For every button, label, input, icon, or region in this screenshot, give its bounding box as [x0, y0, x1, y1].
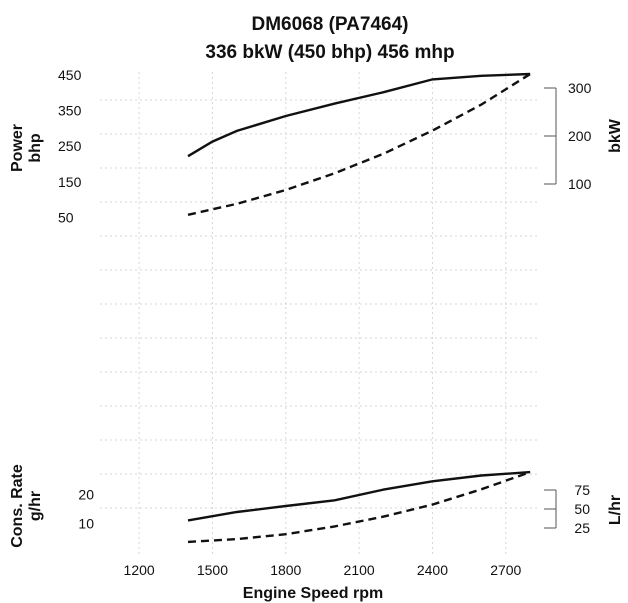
- marks-layer: 50 150 250 350 450 Powerbhp 100 200 300 bkW 10 20 Co…: [9, 67, 624, 578]
- x-tick-label: 2400: [417, 562, 448, 578]
- power-y2-axis-title: bkW: [607, 118, 624, 153]
- chart-subtitle: 336 bkW (450 bhp) 456 mhp: [205, 42, 454, 63]
- x-tick-label: 1200: [124, 562, 155, 578]
- power-y2-tick-label: 100: [568, 176, 592, 192]
- fuel-y-axis-title-line: Cons. Rate: [9, 464, 26, 548]
- power-y-axis-title-line: Power: [9, 124, 26, 172]
- power-y2-tick-label: 300: [568, 80, 592, 96]
- fuel-y2-tick-label: 25: [574, 520, 590, 536]
- fuel-y2-tick-label: 75: [574, 482, 590, 498]
- fuel-y-tick-label: 20: [78, 487, 94, 503]
- grid-layer: [100, 72, 540, 555]
- power-solid-curve: [187, 72, 531, 158]
- power-dashed-curve: [187, 72, 531, 216]
- x-tick-label: 1500: [197, 562, 228, 578]
- power-y-tick-label: 150: [58, 174, 82, 190]
- power-y-tick-label: 50: [58, 209, 74, 225]
- power-y-tick-label: 250: [58, 138, 82, 154]
- x-tick-label: 1800: [270, 562, 301, 578]
- fuel-solid-curve: [187, 470, 531, 522]
- power-y-axis-title: Powerbhp: [9, 124, 44, 172]
- fuel-dashed-curve: [187, 470, 531, 544]
- power-y-tick-label: 450: [58, 67, 82, 83]
- fuel-y-tick-label: 10: [78, 515, 94, 531]
- x-axis-label: Engine Speed rpm: [243, 585, 383, 602]
- power-y-tick-label: 350: [58, 103, 82, 119]
- chart-title: DM6068 (PA7464): [251, 14, 408, 35]
- power-y2-tick-label: 200: [568, 128, 592, 144]
- fuel-y2-tick-label: 50: [574, 501, 590, 517]
- fuel-y-axis-title: Cons. Rateg/hr: [9, 464, 44, 548]
- x-tick-label: 2700: [490, 562, 521, 578]
- fuel-y2-axis-title: L/hr: [607, 495, 624, 525]
- x-tick-label: 2100: [344, 562, 375, 578]
- fuel-y-axis-title-line: g/hr: [27, 491, 44, 521]
- power-y-axis-title-line: bhp: [27, 133, 44, 163]
